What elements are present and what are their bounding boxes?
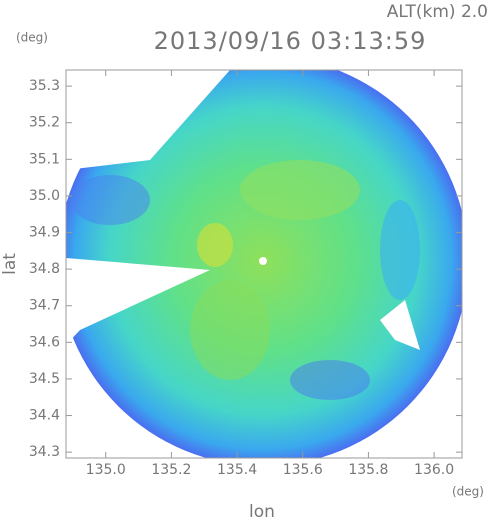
x-tick-label: 135.6 <box>283 462 323 478</box>
y-tick-label: 34.3 <box>29 444 60 460</box>
x-tick-label: 135.8 <box>348 462 388 478</box>
y-tick-label: 34.8 <box>29 261 60 277</box>
x-tick-label: 135.4 <box>217 462 257 478</box>
y-tick-label: 34.5 <box>29 371 60 387</box>
y-tick-label: 35.1 <box>29 151 60 167</box>
x-tick-label: 135.0 <box>86 462 126 478</box>
y-tick-label: 34.9 <box>29 225 60 241</box>
y-unit: (deg) <box>16 31 48 45</box>
y-axis-label: lat <box>0 253 20 275</box>
y-tick-label: 34.7 <box>29 298 60 314</box>
x-axis-label: lon <box>249 502 275 521</box>
x-unit: (deg) <box>452 485 484 499</box>
y-tick-label: 34.4 <box>29 408 60 424</box>
radar-field <box>66 70 462 458</box>
x-tick-label: 135.2 <box>151 462 191 478</box>
altitude-label: ALT(km) 2.0 <box>387 2 488 22</box>
y-tick-label: 35.0 <box>29 188 60 204</box>
y-tick-label: 34.6 <box>29 334 60 350</box>
x-tick-label: 136.0 <box>414 462 454 478</box>
y-tick-label: 35.2 <box>29 115 60 131</box>
chart-title: 2013/09/16 03:13:59 <box>154 27 427 55</box>
plot-frame <box>65 69 463 459</box>
y-tick-label: 35.3 <box>29 78 60 94</box>
